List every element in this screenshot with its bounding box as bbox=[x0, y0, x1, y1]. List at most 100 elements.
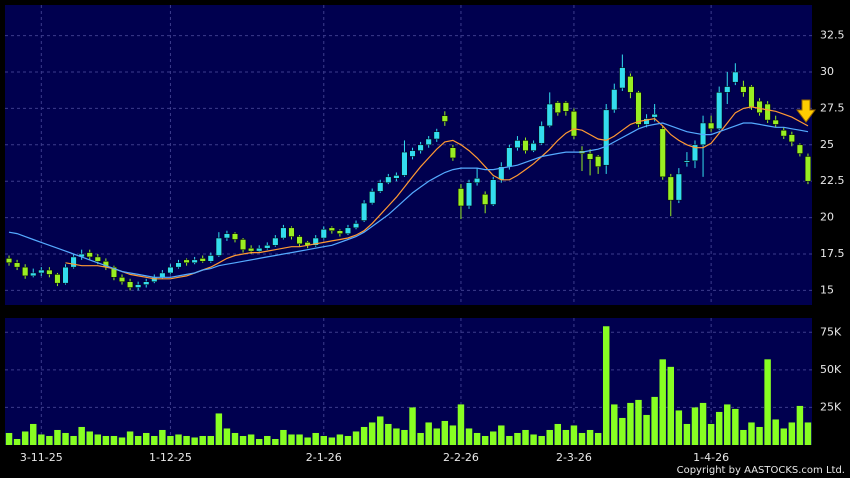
candle-body bbox=[587, 153, 594, 160]
x-tick-label: 2-2-26 bbox=[443, 451, 479, 464]
moving-average-line bbox=[8, 122, 809, 278]
volume-bar bbox=[231, 432, 239, 445]
volume-bar bbox=[288, 434, 295, 445]
volume-bar bbox=[651, 396, 658, 445]
candle-body bbox=[280, 227, 287, 239]
volume-bar bbox=[562, 429, 570, 445]
volume-bar bbox=[239, 435, 247, 445]
candle-body bbox=[748, 86, 755, 108]
volume-bar bbox=[134, 435, 142, 445]
volume-bar bbox=[46, 435, 53, 445]
volume-bar bbox=[368, 422, 376, 445]
volume-bar bbox=[78, 426, 85, 445]
volume-bar bbox=[554, 423, 562, 445]
y-tick-label: 15 bbox=[820, 283, 834, 296]
volume-bar bbox=[659, 359, 666, 445]
volume-bar bbox=[675, 410, 683, 445]
candle-body bbox=[756, 100, 763, 114]
candle-body bbox=[361, 202, 368, 221]
y-tick-label: 27.5 bbox=[820, 101, 845, 114]
volume-bar bbox=[352, 431, 360, 445]
candle-body bbox=[562, 102, 569, 112]
signal-arrow bbox=[796, 99, 816, 123]
candle-body bbox=[417, 144, 424, 151]
volume-bar bbox=[498, 425, 505, 445]
candle-body bbox=[482, 194, 489, 205]
volume-bar bbox=[102, 435, 110, 445]
volume-bar bbox=[199, 435, 206, 445]
candle-body bbox=[159, 272, 166, 278]
candle-body bbox=[288, 227, 295, 237]
candle-body bbox=[409, 150, 416, 157]
volume-bar bbox=[796, 405, 804, 445]
candle-body bbox=[272, 237, 279, 246]
candle-body bbox=[320, 229, 327, 239]
volume-bar bbox=[732, 408, 739, 445]
candle-body bbox=[199, 258, 206, 262]
volume-bar bbox=[54, 429, 61, 445]
candle-body bbox=[804, 156, 812, 182]
x-tick-label: 2-3-26 bbox=[556, 451, 592, 464]
volume-bar bbox=[328, 437, 336, 445]
candle-body bbox=[506, 147, 513, 167]
volume-bar bbox=[602, 326, 610, 445]
candle-body bbox=[780, 129, 787, 137]
volume-bar bbox=[38, 434, 45, 445]
candle-body bbox=[110, 266, 118, 278]
candle-body bbox=[401, 151, 408, 176]
volume-bar bbox=[255, 438, 263, 445]
volume-bar bbox=[393, 428, 400, 445]
volume-bar bbox=[21, 431, 29, 445]
volume-bar bbox=[191, 437, 198, 445]
candle-body bbox=[708, 122, 715, 130]
candle-body bbox=[352, 223, 360, 229]
volume-bar bbox=[465, 428, 473, 445]
moving-average-line bbox=[65, 106, 809, 280]
candle-body bbox=[796, 144, 803, 154]
volume-bar bbox=[5, 432, 13, 445]
volume-bar bbox=[409, 407, 416, 445]
candle-body bbox=[691, 144, 699, 162]
volume-bar bbox=[223, 428, 231, 445]
y-tick-label: 25 bbox=[820, 138, 834, 151]
candle-body bbox=[675, 173, 682, 201]
volume-bar bbox=[183, 435, 190, 445]
volume-bar bbox=[118, 437, 126, 445]
y-tick-label: 32.5 bbox=[820, 29, 845, 42]
volume-bar bbox=[473, 432, 481, 445]
volume-bar bbox=[699, 402, 707, 445]
x-tick-label: 1-12-25 bbox=[149, 451, 192, 464]
volume-bar bbox=[126, 431, 134, 445]
volume-bar bbox=[94, 434, 102, 445]
candle-body bbox=[118, 277, 126, 282]
volume-bar bbox=[772, 419, 779, 445]
volume-bar bbox=[151, 435, 158, 445]
candle-body bbox=[344, 227, 352, 234]
volume-bar bbox=[457, 404, 465, 445]
candle-body bbox=[474, 178, 481, 183]
volume-bar bbox=[481, 435, 489, 445]
y2-tick-label: 25K bbox=[820, 400, 842, 413]
candle-body bbox=[724, 86, 731, 93]
volume-bar bbox=[804, 422, 812, 445]
volume-bar bbox=[86, 431, 93, 445]
volume-bar bbox=[764, 359, 771, 445]
volume-bar bbox=[159, 429, 166, 445]
candle-body bbox=[764, 103, 771, 121]
candle-body bbox=[336, 230, 343, 234]
candle-body bbox=[328, 227, 335, 231]
candle-body bbox=[135, 284, 142, 288]
volume-bar bbox=[788, 422, 796, 445]
candle-body bbox=[490, 179, 497, 205]
volume-bar bbox=[175, 434, 182, 445]
candle-body bbox=[611, 89, 618, 111]
candle-body bbox=[127, 281, 134, 288]
y-tick-label: 20 bbox=[820, 211, 834, 224]
candle-body bbox=[465, 182, 473, 207]
candle-body bbox=[441, 115, 448, 122]
volume-bar bbox=[441, 420, 449, 445]
candle-body bbox=[22, 266, 29, 277]
candle-body bbox=[530, 143, 537, 151]
volume-bar bbox=[570, 425, 578, 445]
candle-body bbox=[312, 237, 319, 246]
